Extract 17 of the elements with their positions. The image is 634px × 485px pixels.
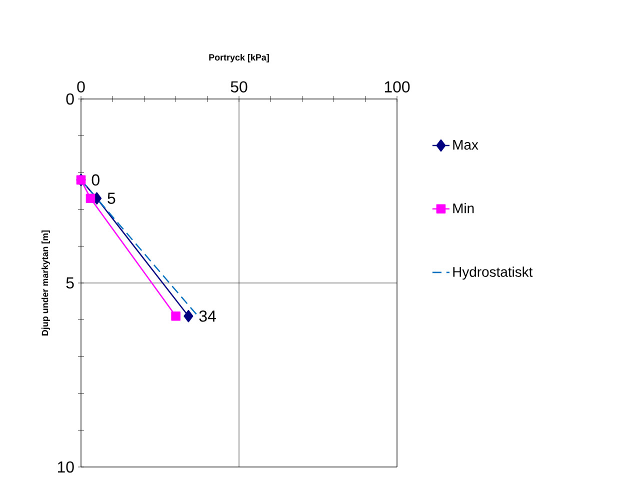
x-tick-label: 100 — [384, 81, 410, 92]
y-axis-title: Djup under markytan [m] — [42, 230, 50, 336]
x-tick-label: 50 — [230, 81, 248, 92]
x-tick-label: 0 — [77, 81, 85, 92]
point — [171, 311, 180, 321]
legend-label: Max — [453, 140, 478, 150]
y-tick-label: 10 — [58, 461, 74, 473]
point — [184, 310, 194, 322]
y-tick-label: 0 — [66, 93, 74, 105]
annotation: 34 — [199, 310, 216, 322]
annotation: 5 — [108, 192, 116, 204]
legend-label: Hydrostatiskt — [453, 266, 533, 280]
x-axis-title: Portryck [kPa] — [209, 54, 269, 62]
annotation: 0 — [92, 174, 100, 186]
point — [86, 194, 96, 203]
legend-label: Min — [453, 203, 474, 214]
y-tick-label: 5 — [66, 277, 74, 289]
